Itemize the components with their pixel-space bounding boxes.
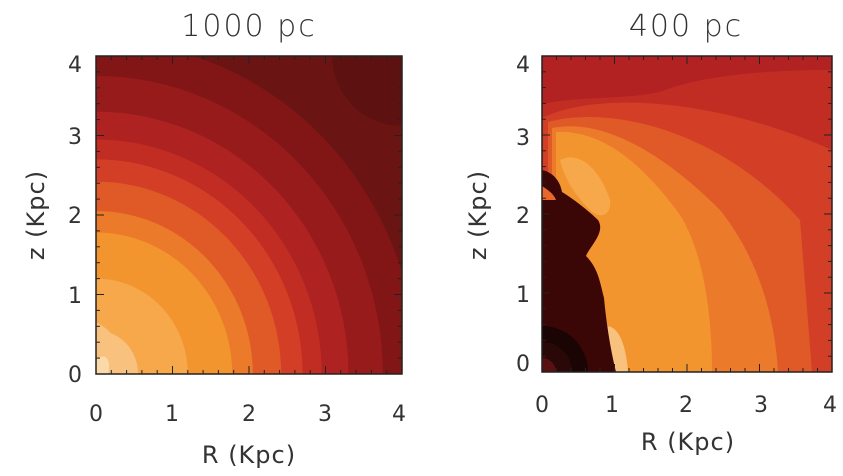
tick-marks xyxy=(541,55,833,373)
y-tick-label: 4 xyxy=(516,53,530,78)
contour-band xyxy=(542,170,616,372)
x-tick-label: 3 xyxy=(318,402,332,427)
y-tick-label: 1 xyxy=(516,283,530,308)
x-tick-label: 1 xyxy=(165,402,179,427)
contour-band xyxy=(542,358,556,372)
x-tick-label: 3 xyxy=(754,393,768,418)
y-axis-label: z (Kpc) xyxy=(464,170,492,260)
y-tick-label: 2 xyxy=(68,204,82,229)
y-tick-label: 1 xyxy=(68,284,82,309)
x-tick-label: 2 xyxy=(679,393,693,418)
y-tick-label: 3 xyxy=(516,126,530,151)
y-tick-label: 3 xyxy=(68,125,82,150)
contour-band xyxy=(542,186,556,200)
tick-marks xyxy=(95,55,403,375)
contour-band xyxy=(542,56,832,104)
density-field xyxy=(542,56,832,372)
y-axis-label: z (Kpc) xyxy=(22,170,50,260)
contour-band xyxy=(560,157,611,216)
contour-band xyxy=(332,56,402,126)
y-tick-label: 2 xyxy=(516,204,530,229)
y-tick-label: 0 xyxy=(68,363,82,388)
x-tick-label: 2 xyxy=(242,402,256,427)
y-tick-label: 0 xyxy=(516,352,530,377)
x-tick-label: 4 xyxy=(823,393,837,418)
x-tick-label: 0 xyxy=(535,393,549,418)
x-axis-label: R (Kpc) xyxy=(641,428,735,456)
density-field xyxy=(96,56,402,374)
contour-band xyxy=(96,356,110,374)
panel-1000pc: 1000 pc 0 1 2 3 4 0 1 2 3 4 R (Kpc) z (K… xyxy=(22,9,406,469)
panel-title: 400 pc xyxy=(629,9,743,44)
x-axis-label: R (Kpc) xyxy=(202,441,296,469)
panel-title: 1000 pc xyxy=(181,9,316,44)
x-tick-label: 1 xyxy=(605,393,619,418)
x-tick-label: 4 xyxy=(392,402,406,427)
x-tick-label: 0 xyxy=(89,402,103,427)
y-tick-label: 4 xyxy=(68,53,82,78)
panel-400pc: 400 pc 0 1 2 3 4 0 1 2 3 4 R (Kpc) z (Kp… xyxy=(464,9,837,456)
